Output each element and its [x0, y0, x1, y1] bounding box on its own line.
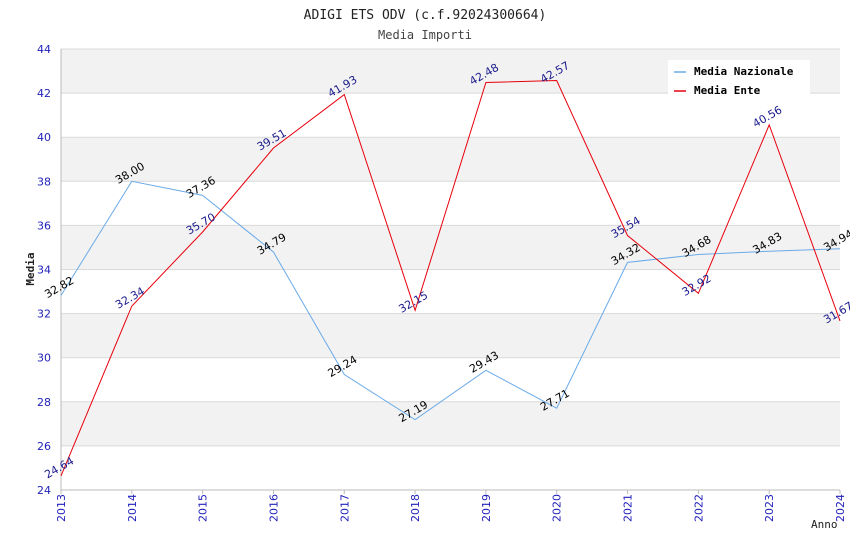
x-tick-label: 2023 [763, 494, 776, 522]
y-tick-label: 32 [37, 308, 51, 321]
x-tick-label: 2021 [622, 494, 635, 522]
y-tick-label: 40 [37, 131, 51, 144]
grid-band [61, 225, 840, 270]
axes [60, 49, 841, 494]
legend: Media Nazionale Media Ente [668, 60, 810, 97]
grid-band [61, 313, 840, 358]
x-tick-label: 2015 [197, 494, 210, 522]
x-tick-label: 2022 [692, 494, 705, 522]
x-tick-label: 2018 [409, 494, 422, 522]
y-tick-label: 24 [37, 484, 51, 497]
grid-band [61, 137, 840, 182]
x-tick-label: 2017 [338, 494, 351, 522]
y-tick-label: 28 [37, 396, 51, 409]
y-tick-label: 36 [37, 219, 51, 232]
x-tick-label: 2013 [55, 494, 68, 522]
chart-subtitle: Media Importi [378, 28, 472, 42]
x-axis-label: Anno [811, 518, 838, 531]
y-axis-label: Media [24, 252, 37, 285]
legend-label-media-nazionale: Media Nazionale [694, 65, 794, 78]
series-line-media-nazionale [60, 180, 841, 421]
x-tick-labels: 2013 2014 2015 2016 2017 2018 2019 2020 2021 2022… [55, 494, 847, 522]
y-tick-label: 26 [37, 440, 51, 453]
x-tick-label: 2014 [126, 494, 139, 522]
x-tick-label: 2020 [551, 494, 564, 522]
x-tick-label: 2016 [267, 494, 280, 522]
y-tick-label: 30 [37, 352, 51, 365]
x-tick-label: 2019 [480, 494, 493, 522]
y-tick-label: 42 [37, 87, 51, 100]
y-tick-label: 38 [37, 175, 51, 188]
y-tick-labels: 24 26 28 30 32 34 36 38 40 42 44 [37, 43, 51, 497]
series-line-media-ente [60, 79, 841, 477]
series-lines [60, 79, 841, 477]
y-tick-label: 44 [37, 43, 51, 56]
x-tick-label: 2024 [834, 494, 847, 522]
grid-band [61, 401, 840, 446]
legend-label-media-ente: Media Ente [694, 84, 761, 97]
legend-box [668, 60, 810, 96]
y-tick-label: 34 [37, 264, 51, 277]
chart-title: ADIGI ETS ODV (c.f.92024300664) [304, 8, 547, 23]
